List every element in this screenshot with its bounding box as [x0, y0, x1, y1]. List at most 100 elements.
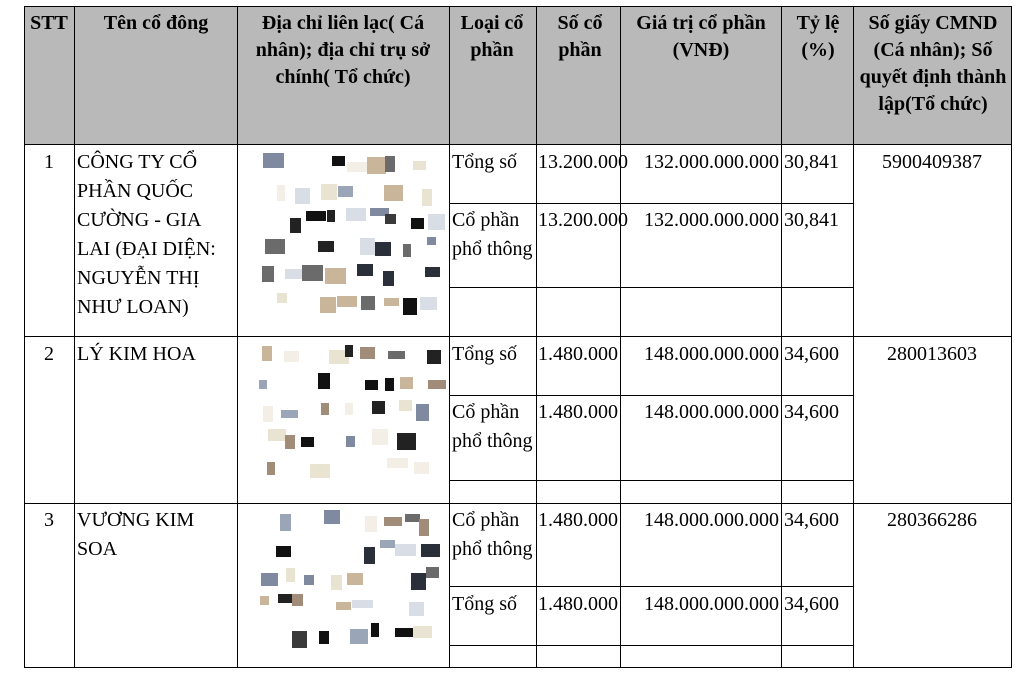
row-2-sub-1-quantity: 1.480.000 [538, 343, 618, 365]
redaction-pixel [371, 401, 385, 415]
redaction-pixel [267, 429, 286, 442]
redaction-pixel [258, 379, 267, 389]
redaction-pixel [395, 627, 417, 637]
redaction-pixel [320, 183, 337, 200]
redaction-pixel [383, 517, 402, 527]
redaction-pixel [365, 380, 379, 391]
redaction-pixel [403, 297, 418, 315]
redaction-pixel [371, 429, 388, 446]
row-3-sub-1-type: Cổ phần phổ thông [452, 509, 533, 560]
redaction-pixel [336, 296, 357, 308]
redaction-pixel [396, 433, 416, 451]
redaction-pixel [405, 513, 421, 522]
redaction-pixel [279, 514, 291, 532]
redaction-pixel [277, 594, 294, 604]
redaction-pixel [369, 208, 389, 217]
redaction-pixel [415, 403, 429, 421]
redaction-pixel [324, 510, 341, 525]
redaction-pixel [284, 434, 295, 449]
redaction-pixel [317, 372, 330, 389]
header-share-quantity: Số cổ phần [557, 12, 603, 61]
redaction-pixel [302, 265, 324, 282]
redaction-pixel [400, 376, 414, 389]
redaction-pixel [304, 574, 314, 585]
redaction-pixel [305, 211, 326, 222]
redacted-address-row-1 [240, 148, 448, 334]
row-1-sub-1-value: 132.000.000.000 [644, 151, 779, 173]
redaction-pixel [394, 544, 416, 557]
redaction-pixel [419, 519, 430, 537]
redaction-pixel [277, 293, 288, 304]
row-3-name: VƯƠNG KIM SOA [77, 509, 195, 560]
redaction-pixel [356, 264, 373, 277]
redaction-pixel [319, 296, 336, 313]
redaction-pixel [345, 436, 355, 448]
redaction-pixel [325, 267, 347, 284]
redaction-pixel [385, 213, 397, 224]
row-3-sub-1-ratio: 34,600 [784, 509, 839, 531]
redaction-pixel [375, 242, 392, 257]
row-2-sub-2-quantity: 1.480.000 [538, 401, 618, 423]
redaction-pixel [384, 185, 404, 202]
row-1-sub-2-ratio: 30,841 [784, 209, 839, 231]
redaction-pixel [285, 268, 306, 279]
redaction-pixel [345, 403, 354, 416]
redaction-pixel [294, 187, 310, 204]
header-stt: STT [30, 12, 68, 34]
row-1-id-number: 5900409387 [882, 151, 982, 173]
redaction-pixel [359, 238, 375, 256]
redaction-pixel [337, 185, 353, 197]
redaction-pixel [276, 185, 285, 202]
redaction-pixel [291, 631, 307, 649]
redaction-pixel [360, 295, 375, 310]
redaction-pixel [327, 210, 336, 223]
shareholder-table: STT Tên cổ đông Địa chỉ liên lạc( Cá nhâ… [24, 6, 1012, 668]
redaction-pixel [329, 349, 350, 364]
redaction-pixel [352, 599, 374, 608]
redaction-pixel [412, 626, 432, 639]
redaction-pixel [385, 155, 396, 172]
redacted-address-row-2 [240, 340, 448, 500]
header-address: Địa chỉ liên lạc( Cá nhân); địa chỉ trụ … [255, 12, 431, 88]
row-2-sub-2-type: Cổ phần phổ thông [452, 401, 533, 452]
row-3-sub-1-value: 148.000.000.000 [644, 509, 779, 531]
row-2-sub-2-ratio: 34,600 [784, 401, 839, 423]
redaction-pixel [398, 400, 412, 412]
redaction-pixel [267, 462, 276, 476]
row-1-sub-1-quantity: 13.200.000 [538, 151, 628, 173]
row-1-sub-2-type: Cổ phần phổ thông [452, 209, 533, 260]
redaction-pixel [413, 461, 429, 474]
redaction-pixel [387, 350, 405, 359]
redaction-pixel [259, 596, 269, 606]
redaction-pixel [364, 516, 377, 533]
redaction-pixel [317, 240, 334, 252]
redaction-pixel [370, 622, 379, 637]
table-header-bg [24, 6, 1012, 144]
row-3-sub-2-value: 148.000.000.000 [644, 593, 779, 615]
row-3-sub-2-quantity: 1.480.000 [538, 593, 618, 615]
header-name: Tên cổ đông [103, 12, 209, 34]
row-2-sub-1-ratio: 34,600 [784, 343, 839, 365]
redaction-pixel [426, 566, 440, 578]
redaction-pixel [402, 244, 411, 258]
header-ratio: Tỷ lệ (%) [796, 12, 840, 61]
redacted-address-row-3 [240, 506, 448, 664]
redaction-pixel [261, 345, 272, 361]
row-2-id-number: 280013603 [887, 343, 977, 365]
header-id-number: Số giấy CMND (Cá nhân); Số quyết định th… [859, 12, 1007, 115]
redaction-pixel [319, 630, 330, 644]
redaction-pixel [345, 208, 366, 222]
row-3-sub-2-ratio: 34,600 [784, 593, 839, 615]
redaction-pixel [350, 629, 369, 645]
redaction-pixel [260, 573, 278, 587]
redaction-pixel [421, 544, 441, 558]
row-1-sub-1-type: Tổng số [452, 151, 517, 173]
redaction-pixel [427, 380, 446, 390]
row-1-sub-2-quantity: 13.200.000 [538, 209, 628, 231]
redaction-pixel [264, 238, 285, 254]
redaction-pixel [386, 458, 408, 469]
row-1-sub-2-value: 132.000.000.000 [644, 209, 779, 231]
redaction-pixel [344, 344, 353, 357]
redaction-pixel [276, 545, 292, 557]
redaction-pixel [384, 378, 394, 392]
